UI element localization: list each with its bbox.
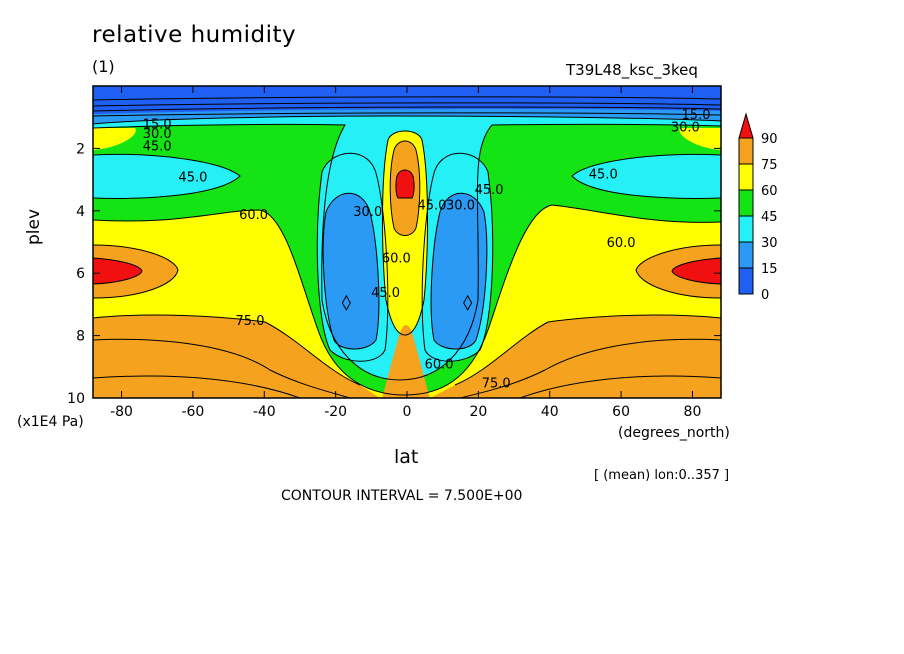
x-tick-label: 0 [403,404,412,420]
colorbar-segment [738,137,754,165]
y-tick-label: 4 [76,204,85,220]
colorbar-segment [738,189,754,217]
colorbar-label: 60 [761,184,778,199]
y-tick-label: 2 [76,141,85,157]
contour-label: 30.0 [143,127,172,142]
contour-label: 60.0 [607,236,636,251]
mean-note: [ (mean) lon:0..357 ] [594,468,730,483]
run-name: T39L48_ksc_3keq [566,61,698,79]
contour-label: 30.0 [671,121,700,136]
y-tick-label: 10 [67,391,85,407]
colorbar-segment [738,267,754,295]
colorbar-segment [738,241,754,269]
chart-title: relative humidity [92,22,297,48]
contour-interval: CONTOUR INTERVAL = 7.500E+00 [281,488,523,504]
x-tick-label: -60 [181,404,204,420]
x-axis-ticks: -80 -60 -40 -20 0 20 40 60 80 [110,86,701,420]
colorbar-overflow-triangle [738,112,754,139]
contour-lines [93,96,721,398]
diamond-marker [463,294,473,311]
colorbar-segment [738,163,754,191]
contour-label: 45.0 [143,139,172,154]
y-tick-label: 6 [76,266,85,282]
contour-label: 45.0 [371,286,400,301]
contour-label: 60.0 [382,252,411,267]
x-tick-label: -40 [253,404,276,420]
contour-label: 45.0 [418,199,447,214]
contour-label: 60.0 [239,208,268,223]
colorbar-label: 15 [761,262,778,277]
contour-label: 30.0 [353,205,382,220]
marker-group [341,294,473,311]
contour-label: 75.0 [236,314,265,329]
y-axis-unit: (x1E4 Pa) [17,414,84,430]
y-tick-label: 8 [76,329,85,345]
y-axis-ticks: 2 4 6 8 10 [67,141,721,407]
x-tick-label: 20 [469,404,487,420]
contour-label: 15.0 [682,108,711,123]
colorbar-segment [738,215,754,243]
x-tick-label: 80 [684,404,702,420]
contour-label: 60.0 [425,358,454,373]
x-axis-label: lat [394,446,419,468]
contour-label: 30.0 [446,199,475,214]
colorbar-label: 90 [761,132,778,147]
x-tick-label: -80 [110,404,133,420]
colorbar: 0 15 30 45 60 75 90 [738,112,778,303]
colorbar-label: 75 [761,158,778,173]
x-tick-label: -20 [324,404,347,420]
contour-label: 45.0 [475,183,504,198]
colorbar-label: 45 [761,210,778,225]
colorbar-label: 0 [761,288,769,303]
panel-label: (1) [92,57,115,76]
contour-label: 75.0 [482,376,511,391]
diamond-marker [341,294,351,311]
contour-label-group: 15.030.045.045.060.075.030.045.060.045.0… [143,108,711,391]
contour-label: 45.0 [178,170,207,185]
x-axis-unit: (degrees_north) [618,425,730,441]
x-tick-label: 60 [612,404,630,420]
x-tick-label: 40 [541,404,559,420]
contour-label: 15.0 [143,117,172,132]
colorbar-label: 30 [761,236,778,251]
contour-label: 45.0 [589,167,618,182]
